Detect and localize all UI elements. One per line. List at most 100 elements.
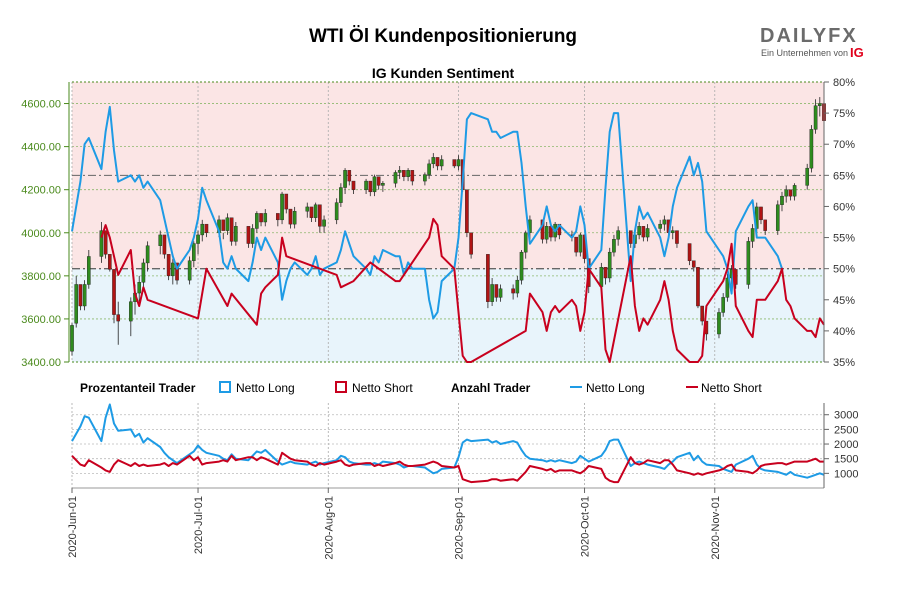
price-candle xyxy=(137,275,142,302)
candle-body xyxy=(637,226,641,236)
candle-body xyxy=(292,211,297,225)
price-candle xyxy=(263,209,268,227)
legend-pct-short-swatch xyxy=(335,381,347,393)
price-candle xyxy=(658,219,662,233)
legend-pct-long-swatch xyxy=(219,381,231,393)
candle-body xyxy=(511,288,515,294)
percent-tick-label: 80% xyxy=(833,77,855,89)
candle-body xyxy=(158,234,163,246)
legend-pct-long: Netto Long xyxy=(236,381,295,395)
price-candle xyxy=(725,273,730,302)
candle-body xyxy=(687,243,692,261)
count-tick-label: 2000 xyxy=(834,439,858,451)
count-panel: 1000 1500 2000 2500 3000 2020-Jun-01 2020-Jul… xyxy=(67,403,858,560)
candle-body xyxy=(696,267,700,307)
candle-body xyxy=(675,230,679,244)
percent-long-line xyxy=(71,105,783,320)
price-candle xyxy=(788,189,793,201)
candle-body xyxy=(250,228,255,244)
price-candle xyxy=(175,262,179,285)
price-tick-label: 3400.00 xyxy=(21,357,61,369)
brand-logo-text: DAILYFX xyxy=(760,25,858,47)
candle-body xyxy=(87,256,91,285)
price-candle xyxy=(746,237,751,289)
candle-body xyxy=(192,243,196,261)
price-candle xyxy=(192,241,196,268)
price-tick-label: 4400.00 xyxy=(21,142,61,154)
candle-body xyxy=(423,174,427,182)
candle-body xyxy=(99,230,104,257)
percent-tick-label: 65% xyxy=(833,170,855,182)
candle-body xyxy=(145,245,150,264)
legend: Prozentanteil Trader Netto Long Netto Sh… xyxy=(80,381,762,395)
percent-tick-label: 40% xyxy=(833,326,855,338)
candle-body xyxy=(141,262,146,283)
candle-body xyxy=(103,230,108,255)
price-candle xyxy=(402,170,406,182)
price-candle xyxy=(166,254,171,281)
brand-logo: DAILYFX Ein Unternehmen von IG xyxy=(760,25,864,60)
price-candle xyxy=(234,222,238,246)
candle-body xyxy=(431,157,436,165)
price-candle xyxy=(431,153,436,169)
candle-body xyxy=(221,219,226,231)
price-candle xyxy=(259,213,263,227)
count-grid xyxy=(71,403,824,488)
candle-body xyxy=(347,170,352,182)
count-long-line xyxy=(71,403,825,479)
price-candle xyxy=(171,258,175,285)
price-candle xyxy=(784,185,788,203)
price-candle xyxy=(347,170,352,186)
percent-lines xyxy=(71,105,825,363)
price-panel: 3400.00 3600.00 3800.00 4000.00 4200.00 4400.… xyxy=(21,77,855,369)
candle-body xyxy=(410,170,415,182)
candle-body xyxy=(486,254,490,302)
price-axis: 3400.00 3600.00 3800.00 4000.00 4200.00 4400.… xyxy=(21,99,69,369)
price-candle xyxy=(284,193,289,214)
price-candle xyxy=(410,170,415,186)
candle-body xyxy=(612,239,616,253)
candle-body xyxy=(578,234,583,253)
candle-body xyxy=(813,105,818,130)
price-candle xyxy=(368,180,373,197)
price-candle xyxy=(204,223,209,238)
candle-body xyxy=(788,189,793,197)
price-candle xyxy=(469,232,473,259)
price-candle xyxy=(813,99,818,134)
price-candle xyxy=(809,125,814,173)
candle-body xyxy=(645,228,650,238)
price-candle xyxy=(305,202,310,218)
price-candle xyxy=(578,232,583,257)
candle-body xyxy=(309,206,314,218)
candle-body xyxy=(288,208,293,225)
price-candle xyxy=(607,247,612,283)
count-tick-label: 1000 xyxy=(834,468,858,480)
candle-body xyxy=(372,176,377,193)
price-candle xyxy=(465,189,469,238)
price-candle xyxy=(750,224,755,248)
price-candle xyxy=(112,269,116,324)
price-candle xyxy=(687,243,692,266)
candle-body xyxy=(166,254,171,277)
candle-body xyxy=(280,193,284,221)
price-candle xyxy=(292,206,297,229)
candle-body xyxy=(616,230,620,240)
date-tick-label: 2020-Sep-01 xyxy=(454,496,466,560)
candle-body xyxy=(351,180,356,190)
price-candle xyxy=(456,155,461,171)
price-candle xyxy=(515,275,520,298)
price-candle xyxy=(74,275,79,328)
price-candle xyxy=(603,267,608,285)
price-candle xyxy=(490,278,494,306)
price-candle xyxy=(612,234,616,257)
candle-body xyxy=(435,157,440,167)
price-candle xyxy=(313,202,318,222)
candle-body xyxy=(465,189,469,233)
price-candle xyxy=(637,222,641,240)
price-candle xyxy=(775,200,780,235)
price-tick-label: 3600.00 xyxy=(21,314,61,326)
price-candle xyxy=(225,213,230,235)
long-zone xyxy=(72,269,824,362)
price-candle xyxy=(540,219,545,244)
